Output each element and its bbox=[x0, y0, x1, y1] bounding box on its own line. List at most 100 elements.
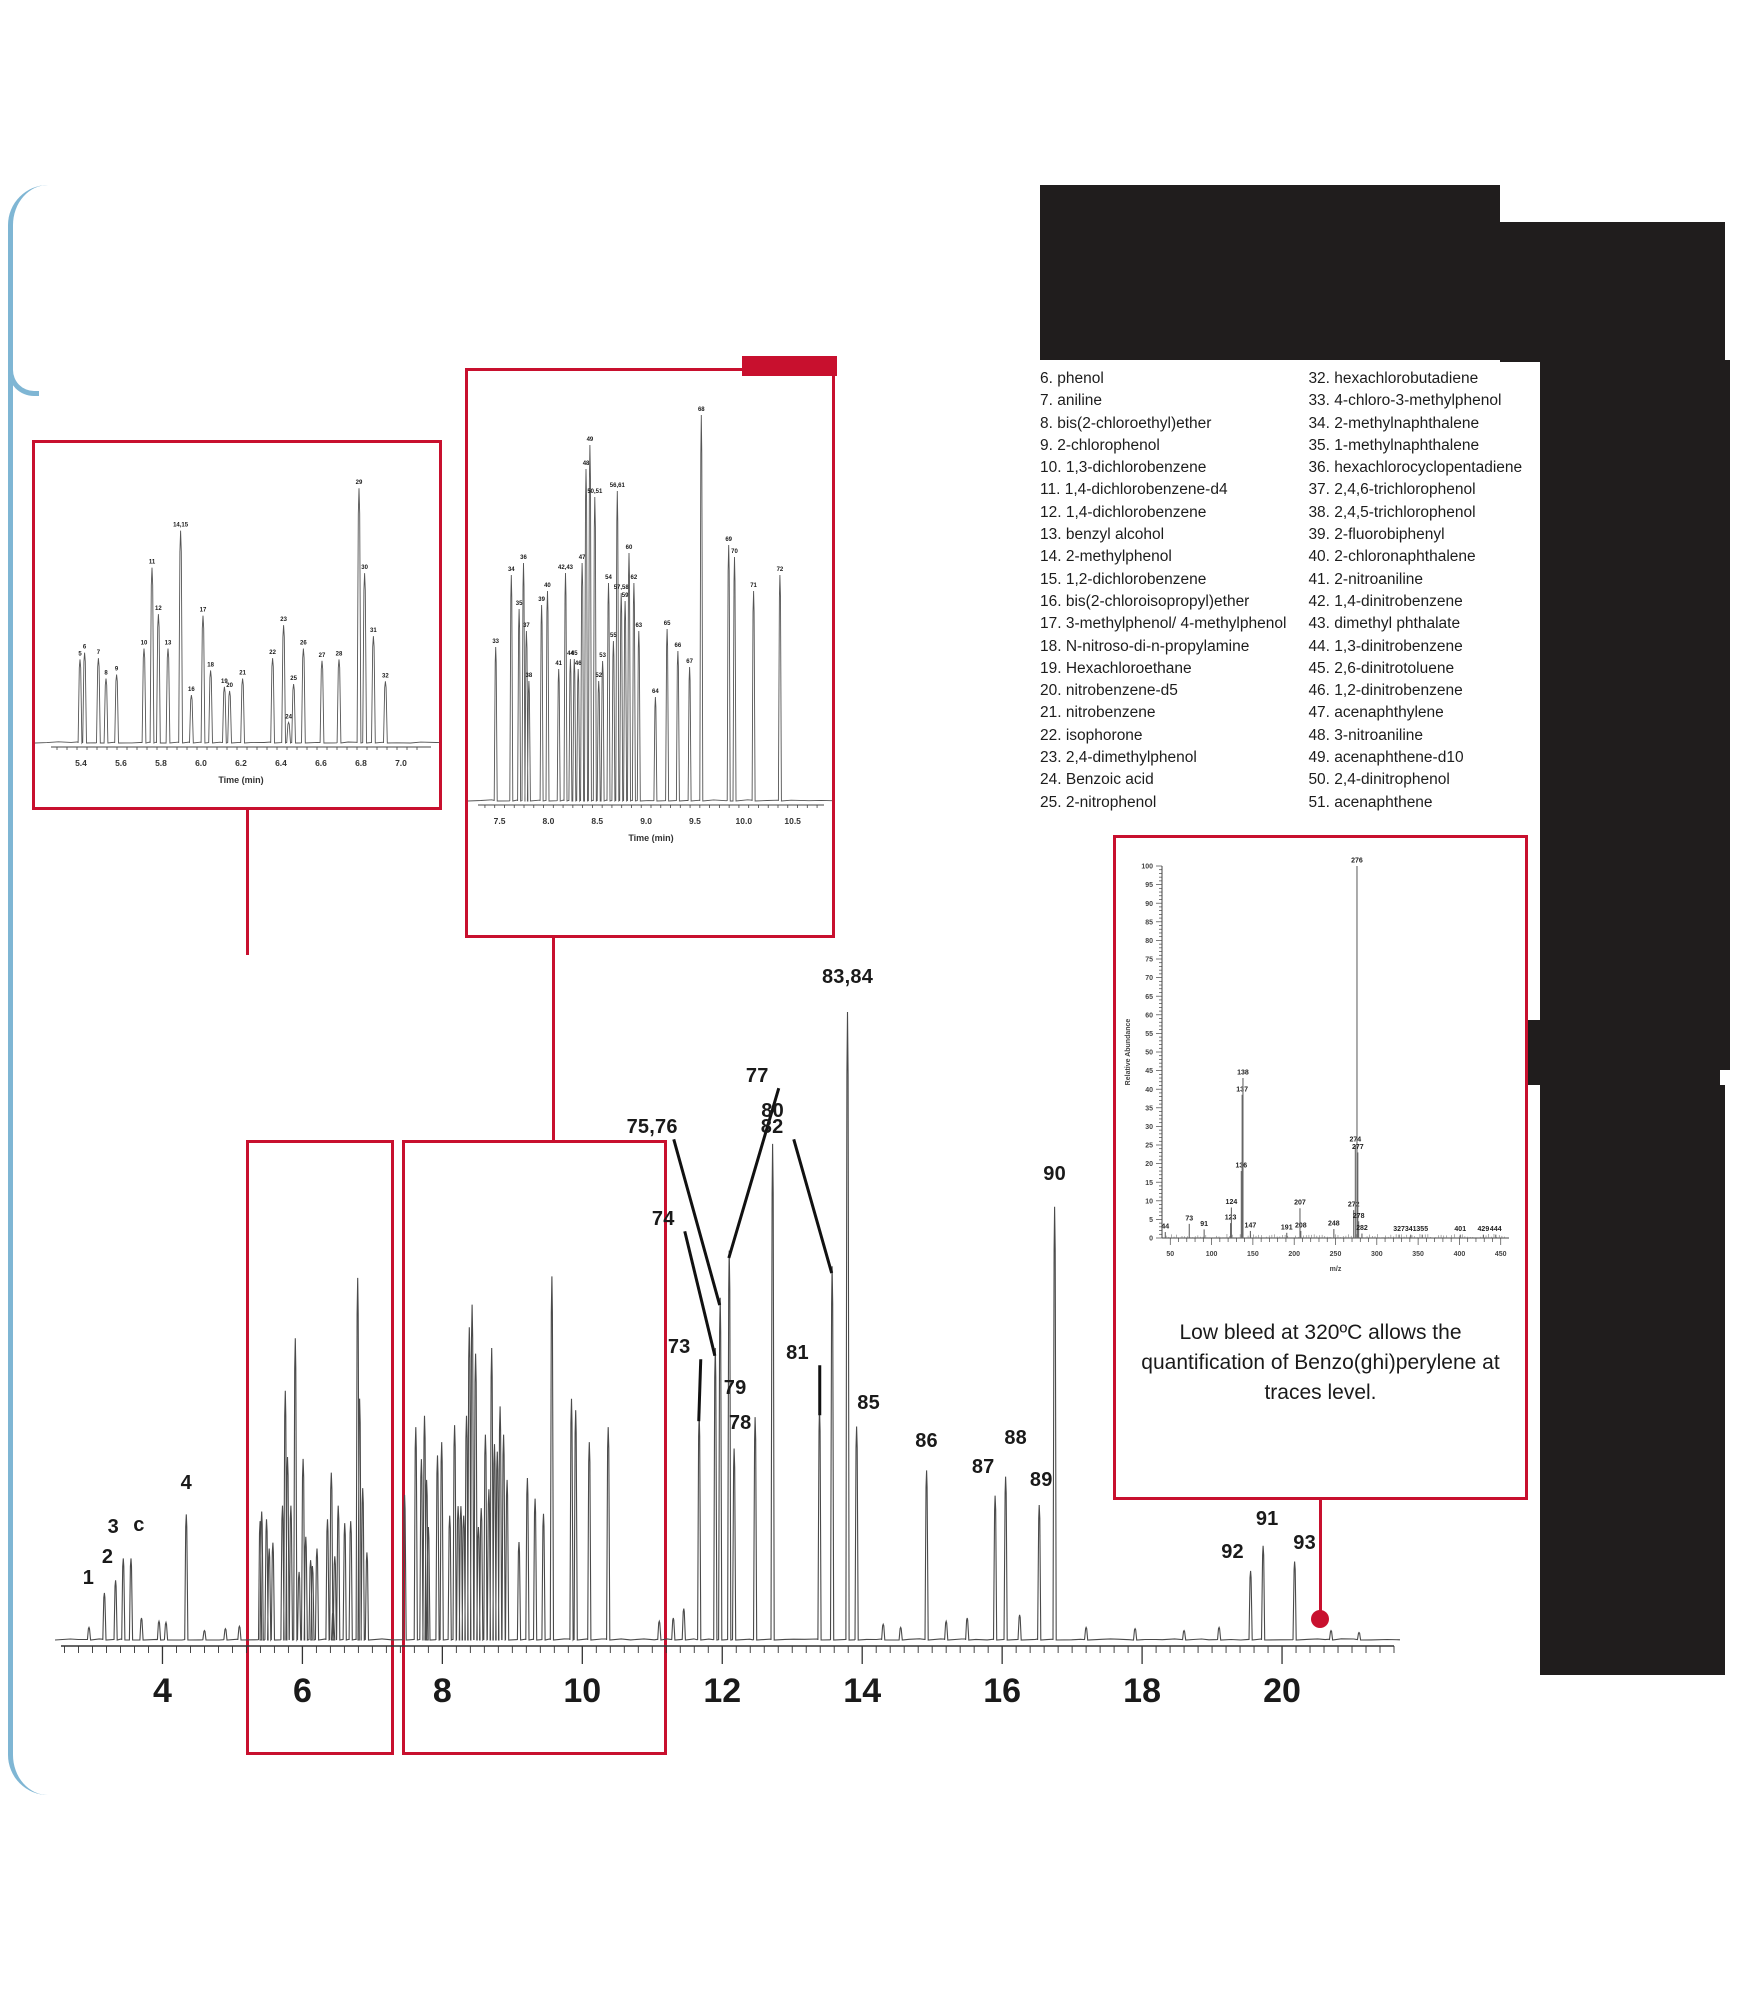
svg-text:71: 71 bbox=[750, 583, 757, 589]
svg-text:276: 276 bbox=[1351, 858, 1363, 865]
svg-text:21: 21 bbox=[239, 671, 246, 677]
svg-text:33: 33 bbox=[492, 639, 499, 645]
main-chromatogram: 4 6 8 10 12 14 16 18 20 bbox=[55, 1000, 1400, 1720]
svg-text:5: 5 bbox=[78, 651, 82, 657]
svg-text:100: 100 bbox=[1141, 864, 1153, 871]
svg-text:277: 277 bbox=[1352, 1144, 1364, 1151]
main-peak-label: 91 bbox=[1255, 1507, 1279, 1530]
svg-text:50: 50 bbox=[1166, 1251, 1174, 1258]
svg-text:401: 401 bbox=[1454, 1226, 1466, 1233]
svg-text:22: 22 bbox=[269, 650, 276, 656]
compound-list-item: 34. 2-methylnaphthalene bbox=[1308, 414, 1480, 432]
svg-text:66: 66 bbox=[675, 643, 682, 649]
svg-text:6.0: 6.0 bbox=[195, 758, 207, 768]
svg-text:10: 10 bbox=[141, 640, 148, 646]
svg-text:16: 16 bbox=[188, 687, 195, 693]
main-peak-label: 89 bbox=[1029, 1468, 1053, 1491]
svg-text:25: 25 bbox=[290, 676, 297, 682]
svg-text:12: 12 bbox=[155, 606, 162, 612]
decorative-blue-arc bbox=[8, 185, 53, 1795]
compound-list-item: 12. 1,4-dichlorobenzene bbox=[1040, 503, 1207, 521]
inset-2-leader-vertical bbox=[552, 938, 555, 1143]
svg-text:55: 55 bbox=[1145, 1031, 1153, 1038]
svg-text:14,15: 14,15 bbox=[173, 523, 189, 529]
main-peak-label: 77 bbox=[745, 1064, 769, 1087]
svg-text:11: 11 bbox=[149, 560, 156, 566]
svg-text:272: 272 bbox=[1348, 1202, 1360, 1209]
svg-text:147: 147 bbox=[1245, 1222, 1257, 1229]
svg-text:12: 12 bbox=[703, 1672, 741, 1710]
svg-text:59: 59 bbox=[622, 593, 629, 599]
compound-list-item: 43. dimethyl phthalate bbox=[1308, 615, 1461, 633]
svg-text:65: 65 bbox=[1145, 994, 1153, 1001]
main-peak-label: 85 bbox=[857, 1392, 880, 1415]
main-peak-label: 81 bbox=[786, 1341, 809, 1364]
main-peak-label: 3 bbox=[107, 1516, 119, 1539]
svg-text:278: 278 bbox=[1353, 1213, 1365, 1220]
svg-text:75: 75 bbox=[1145, 957, 1153, 964]
compound-list-item: 7. aniline bbox=[1040, 392, 1103, 410]
svg-text:8: 8 bbox=[433, 1672, 452, 1710]
compound-list-item: 39. 2-fluorobiphenyl bbox=[1308, 526, 1445, 544]
svg-text:27: 27 bbox=[319, 653, 326, 659]
compound-list-item: 40. 2-chloronaphthalene bbox=[1308, 548, 1476, 566]
compound-list-item: 20. nitrobenzene-d5 bbox=[1040, 682, 1178, 700]
svg-text:6.8: 6.8 bbox=[355, 758, 367, 768]
inset-chromatogram-1: 5.4 5.6 5.8 6.0 6.2 6.4 6.6 6.8 7.0 Time (min) 5 6 7… bbox=[32, 440, 442, 810]
compound-list-item: 38. 2,4,5-trichlorophenol bbox=[1308, 503, 1476, 521]
svg-text:69: 69 bbox=[725, 537, 732, 543]
svg-text:Relative Abundance: Relative Abundance bbox=[1125, 1019, 1132, 1086]
svg-text:9.0: 9.0 bbox=[640, 816, 652, 826]
compound-list-item: 14. 2-methylphenol bbox=[1040, 548, 1172, 566]
svg-text:6: 6 bbox=[293, 1672, 312, 1710]
svg-text:32: 32 bbox=[382, 673, 389, 679]
svg-text:25: 25 bbox=[1145, 1143, 1153, 1150]
svg-text:85: 85 bbox=[1145, 919, 1153, 926]
svg-text:62: 62 bbox=[631, 575, 638, 581]
svg-text:55: 55 bbox=[610, 633, 617, 639]
compound-list-item: 23. 2,4-dimethylphenol bbox=[1040, 749, 1197, 767]
compound-list-item: 16. bis(2-chloroisopropyl)ether bbox=[1040, 592, 1250, 610]
compound-list: 6. phenol 7. aniline 8. bis(2-chloroethyl)… bbox=[1040, 368, 1550, 814]
svg-text:67: 67 bbox=[686, 659, 693, 665]
compound-list-item: 33. 4-chloro-3-methylphenol bbox=[1308, 392, 1502, 410]
svg-text:45: 45 bbox=[1145, 1068, 1153, 1075]
main-peak-label: 4 bbox=[180, 1472, 192, 1495]
compound-list-item: 9. 2-chlorophenol bbox=[1040, 436, 1160, 454]
svg-text:19: 19 bbox=[221, 679, 228, 685]
redacted-tail-block bbox=[1540, 1085, 1725, 1675]
main-peak-label: c bbox=[133, 1514, 145, 1537]
svg-text:44: 44 bbox=[567, 651, 574, 657]
svg-text:57,58: 57,58 bbox=[614, 585, 630, 591]
svg-text:29: 29 bbox=[356, 480, 363, 486]
svg-text:64: 64 bbox=[652, 689, 659, 695]
svg-text:20: 20 bbox=[1263, 1672, 1301, 1710]
svg-text:208: 208 bbox=[1295, 1222, 1307, 1229]
svg-text:327: 327 bbox=[1393, 1226, 1405, 1233]
compound-list-item: 18. N-nitroso-di-n-propylamine bbox=[1040, 637, 1250, 655]
svg-text:400: 400 bbox=[1454, 1251, 1466, 1258]
svg-text:6.6: 6.6 bbox=[315, 758, 327, 768]
zoom-region-box-8-10min bbox=[402, 1140, 667, 1755]
compound-list-item: 24. Benzoic acid bbox=[1040, 771, 1154, 789]
compound-list-item: 49. acenaphthene-d10 bbox=[1308, 749, 1464, 767]
svg-text:52: 52 bbox=[595, 673, 602, 679]
compound-list-item: 36. hexachlorocyclopentadiene bbox=[1308, 459, 1523, 477]
compound-list-item: 50. 2,4-dinitrophenol bbox=[1308, 771, 1450, 789]
svg-text:30: 30 bbox=[361, 565, 368, 571]
svg-text:124: 124 bbox=[1226, 1199, 1238, 1206]
svg-text:m/z: m/z bbox=[1330, 1266, 1342, 1273]
svg-text:341: 341 bbox=[1405, 1226, 1417, 1233]
svg-text:300: 300 bbox=[1371, 1251, 1383, 1258]
svg-text:5.4: 5.4 bbox=[75, 758, 87, 768]
inset-1-plot: 5.4 5.6 5.8 6.0 6.2 6.4 6.6 6.8 7.0 Time (min) 56 7… bbox=[35, 480, 439, 785]
svg-text:73: 73 bbox=[1185, 1215, 1193, 1222]
svg-text:9: 9 bbox=[115, 667, 119, 673]
compound-list-item: 46. 1,2-dinitrobenzene bbox=[1308, 682, 1463, 700]
mass-spectrum-inset: 0 5 10 15 20 25 30 35 40 45 50 55 60 65 70 75 80 85 90 95 10… bbox=[1113, 835, 1528, 1500]
svg-text:16: 16 bbox=[983, 1672, 1021, 1710]
main-chromatogram-plot: 4 6 8 10 12 14 16 18 20 bbox=[55, 1011, 1400, 1710]
svg-text:40: 40 bbox=[544, 583, 551, 589]
svg-text:8.5: 8.5 bbox=[591, 816, 603, 826]
svg-text:355: 355 bbox=[1416, 1226, 1428, 1233]
